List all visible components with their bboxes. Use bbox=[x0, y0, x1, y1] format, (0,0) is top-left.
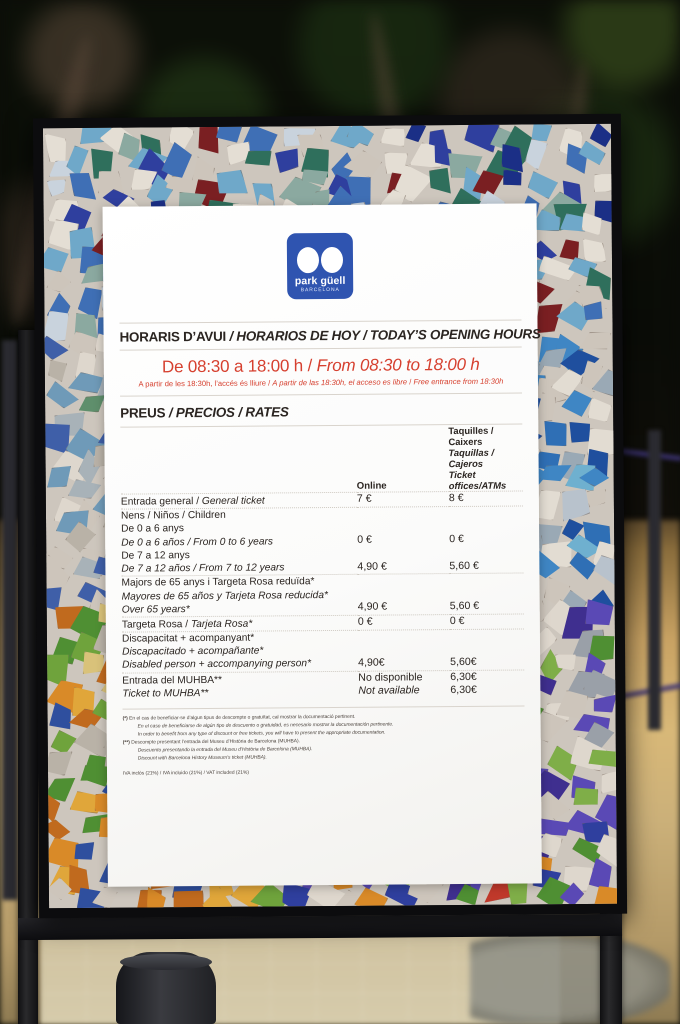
park-guell-logo-icon: park güell BARCELONA bbox=[286, 232, 354, 300]
rates-heading-en: RATES bbox=[245, 404, 289, 420]
disabled-en: Disabled person + accompanying person* bbox=[122, 658, 312, 671]
price-office-children-0to6: 0 € bbox=[449, 532, 464, 545]
row-label-ca: Entrada general bbox=[120, 495, 194, 508]
price-online-general: 7 € bbox=[356, 491, 449, 508]
price-office-over65: 5,60 € bbox=[449, 573, 524, 615]
sign-frame: park güell BARCELONA HORARIS D’AVUI / HO… bbox=[42, 123, 618, 909]
table-row: Nens / Niños / Children De 0 a 6 anys De… bbox=[120, 505, 524, 577]
footnote-two-mark: (**) bbox=[122, 740, 130, 746]
column-header-ticket-offices: Taquilles / Caixers Taquillas / Cajeros … bbox=[448, 424, 523, 491]
table-header-row: Online Taquilles / Caixers Taquillas / C… bbox=[120, 424, 523, 494]
opening-hours-en: From 08:30 to 18:00 h bbox=[316, 354, 480, 376]
table-row: Entrada del MUHBA** Ticket to MUHBA** No… bbox=[122, 669, 525, 701]
row-label-children: Nens / Niños / Children De 0 a 6 anys De… bbox=[120, 507, 358, 577]
rates-heading: PREUS / PRECIOS / RATES bbox=[120, 393, 522, 426]
table-row: Discapacitat + acompanyant* Discapacitad… bbox=[121, 628, 525, 673]
hours-heading: HORARIS D’AVUI / HORARIOS DE HOY / TODAY… bbox=[119, 320, 541, 349]
hours-heading-en: TODAY’S OPENING HOURS bbox=[369, 326, 541, 343]
free-entrance-es: A partir de las 18:30h, el acceso es lib… bbox=[272, 377, 408, 388]
sign-stand-crossbar bbox=[17, 913, 623, 941]
column-header-label bbox=[120, 426, 357, 494]
hours-heading-sep2: / bbox=[359, 327, 371, 343]
opening-hours-ca: De 08:30 a 18:00 h bbox=[161, 356, 304, 377]
rates-table: Online Taquilles / Caixers Taquillas / C… bbox=[120, 424, 525, 701]
price-online-targeta-rosa: 0 € bbox=[357, 614, 450, 631]
muhba-en: Ticket to MUHBA** bbox=[122, 687, 209, 700]
row-label-over65: Majors de 65 anys i Targeta Rosa reduïda… bbox=[121, 574, 358, 618]
free-entrance-ca: A partir de les 18:30h, l’accés és lliur… bbox=[138, 378, 267, 389]
queue-post bbox=[648, 430, 661, 730]
column-header-office-en: Ticket offices/ATMs bbox=[448, 468, 507, 492]
price-office-general: 8 € bbox=[448, 490, 523, 507]
information-sign-board[interactable]: park güell BARCELONA HORARIS D’AVUI / HO… bbox=[32, 113, 628, 919]
price-online-children-7to12: 4,90 € bbox=[357, 560, 387, 573]
table-row: Majors de 65 anys i Targeta Rosa reduïda… bbox=[121, 573, 524, 618]
muhba-online-l1: No disponible bbox=[358, 670, 423, 684]
logo-name: park güell bbox=[294, 274, 346, 288]
rates-table-body: Entrada general / General ticket 7 € 8 €… bbox=[120, 490, 525, 701]
over65-en: Over 65 years* bbox=[121, 603, 190, 616]
children-7to12-es-en: De 7 a 12 años / From 7 to 12 years bbox=[121, 562, 285, 575]
footnote-one-mark: (*) bbox=[122, 716, 128, 722]
footnote-two-ca: Descompte presentant l’entrada del Museu… bbox=[131, 739, 301, 746]
logo-dot-right bbox=[320, 246, 344, 274]
price-online-disabled: 4,90€ bbox=[357, 629, 451, 671]
hours-heading-ca: HORARIS D’AVUI bbox=[119, 328, 227, 345]
column-header-office-ca: Taquilles / Caixers bbox=[448, 424, 494, 448]
price-online-muhba: No disponible Not available bbox=[358, 670, 451, 699]
price-online-children-0to6: 0 € bbox=[357, 533, 372, 546]
logo-dot-left bbox=[296, 247, 320, 274]
price-online-over65: 4,90 € bbox=[357, 573, 450, 616]
column-header-online-text: Online bbox=[356, 480, 387, 492]
rates-heading-ca: PREUS bbox=[120, 405, 166, 421]
price-poster: park güell BARCELONA HORARIS D’AVUI / HO… bbox=[102, 203, 542, 887]
column-header-office-es: Taquillas / Cajeros bbox=[448, 446, 495, 470]
over65-es: Mayores de 65 años y Tarjeta Rosa reduci… bbox=[121, 589, 328, 603]
targeta-rosa-ca: Targeta Rosa bbox=[121, 618, 183, 631]
muhba-office-l1: 6,30€ bbox=[450, 670, 477, 683]
opening-hours-value: De 08:30 a 18:00 h / From 08:30 to 18:00… bbox=[120, 347, 522, 379]
rates-heading-sep1: / bbox=[165, 405, 176, 421]
price-office-disabled: 5,60€ bbox=[449, 628, 525, 671]
black-bollard bbox=[116, 952, 216, 1024]
targeta-rosa-es: Tarjeta Rosa* bbox=[190, 618, 253, 630]
muhba-office-l2: 6,30€ bbox=[450, 684, 477, 697]
vat-note: IVA inclòs (21%) / IVA incluido (21%) / … bbox=[122, 770, 249, 777]
price-office-targeta-rosa: 0 € bbox=[449, 614, 524, 630]
metal-base-disc bbox=[470, 935, 670, 1024]
rates-table-head: Online Taquilles / Caixers Taquillas / C… bbox=[120, 424, 523, 494]
muhba-online-l2: Not available bbox=[358, 684, 420, 698]
rates-heading-sep2: / bbox=[234, 404, 246, 420]
row-label-disabled: Discapacitat + acompanyant* Discapacitad… bbox=[121, 630, 359, 673]
price-office-children: 0 € 5,60 € bbox=[448, 505, 524, 574]
price-online-children: 0 € 4,90 € bbox=[356, 506, 450, 575]
row-label-muhba: Entrada del MUHBA** Ticket to MUHBA** bbox=[122, 670, 359, 701]
footnote-one-ca: En el cas de beneficiar-se d’algun tipus… bbox=[129, 714, 356, 722]
hours-heading-sep1: / bbox=[225, 328, 237, 344]
footnotes: (*) En el cas de beneficiar-se d’algun t… bbox=[122, 705, 526, 779]
sign-stand-left-leg bbox=[18, 330, 38, 1024]
row-label-en: General ticket bbox=[201, 495, 265, 507]
free-entrance-en: Free entrance from 18:30h bbox=[413, 376, 504, 387]
opening-hours-sep: / bbox=[302, 356, 317, 376]
logo-container: park güell BARCELONA bbox=[119, 231, 522, 300]
logo-city: BARCELONA bbox=[300, 286, 340, 294]
rates-heading-es: PRECIOS bbox=[175, 404, 235, 421]
hours-heading-es: HORARIOS DE HOY bbox=[236, 327, 360, 344]
price-office-children-7to12: 5,60 € bbox=[449, 559, 479, 572]
price-office-muhba: 6,30€ 6,30€ bbox=[450, 669, 525, 699]
queue-post bbox=[2, 340, 18, 900]
column-header-online: Online bbox=[356, 425, 449, 492]
